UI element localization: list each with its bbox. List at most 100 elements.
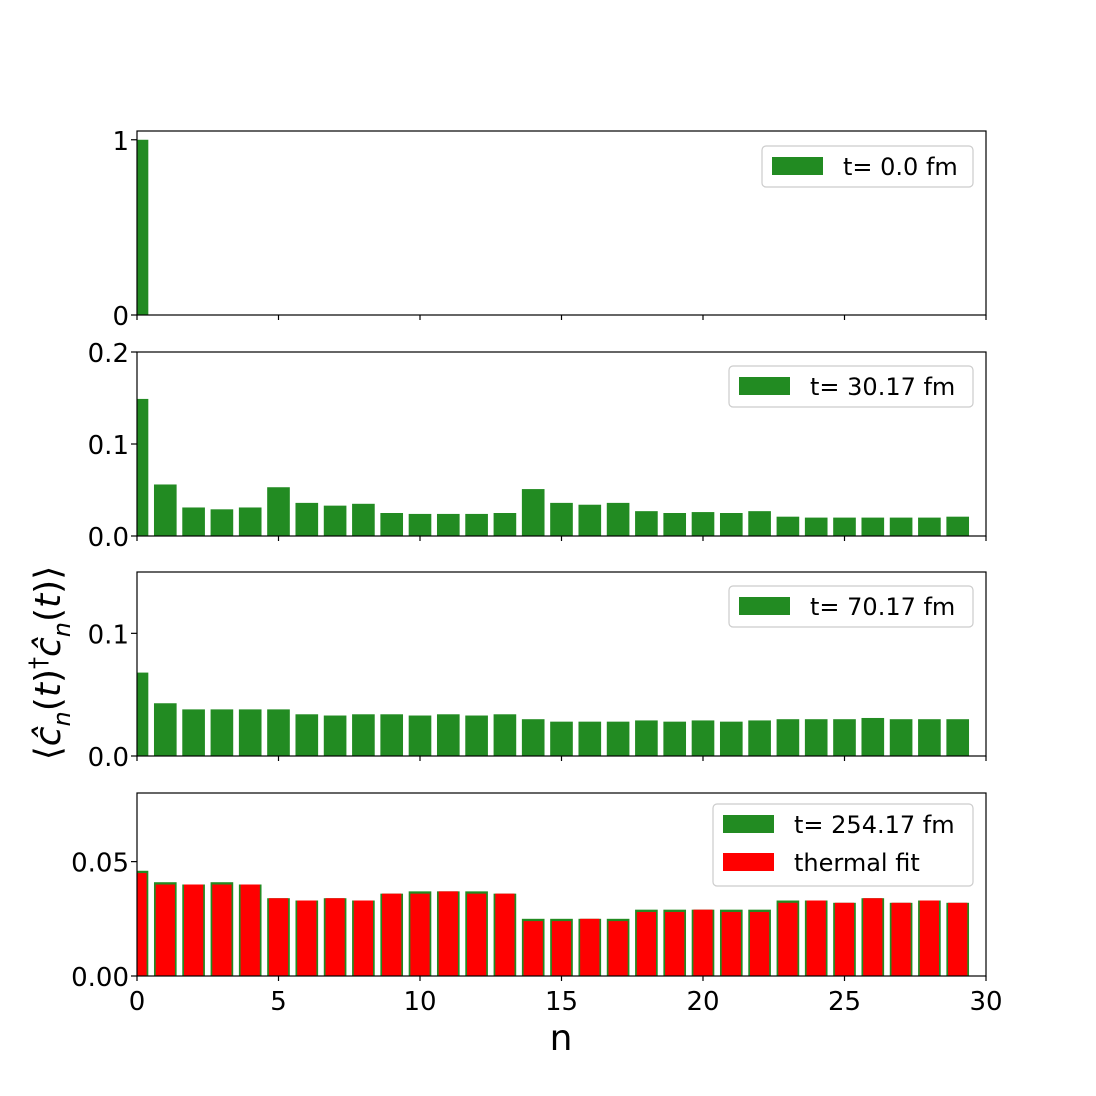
bar: [408, 513, 432, 536]
bar: [155, 884, 175, 976]
bar: [323, 715, 347, 756]
x-tick-label: 0: [129, 987, 146, 1017]
y-tick-label: 0.1: [88, 620, 129, 650]
bar: [693, 909, 713, 976]
legend: t= 30.17 fm: [728, 365, 974, 408]
bar: [804, 719, 828, 756]
bar: [210, 709, 234, 756]
legend-swatch: [739, 377, 790, 395]
x-tick-label: 10: [403, 987, 436, 1017]
y-tick-label: 0.0: [88, 743, 129, 773]
bar: [719, 513, 743, 536]
bar: [635, 720, 658, 756]
bar: [493, 714, 517, 756]
bar: [295, 502, 319, 536]
bar: [466, 893, 487, 976]
legend-label: t= 70.17 fm: [810, 593, 955, 621]
legend-swatch: [723, 853, 774, 871]
bar: [778, 902, 798, 976]
legend-label: t= 254.17 fm: [794, 811, 955, 839]
bar: [550, 721, 573, 756]
y-tick-label: 0.00: [71, 963, 129, 993]
legend-swatch: [739, 597, 790, 615]
bar: [833, 517, 856, 536]
bar: [635, 511, 658, 536]
bar: [663, 513, 687, 536]
bar: [721, 911, 741, 976]
bar: [210, 509, 234, 536]
y-tick-label: 0.2: [88, 339, 129, 369]
bar: [137, 139, 149, 315]
bar: [863, 898, 883, 976]
svg-text:⟨ĉn(t)†ĉn(t)⟩: ⟨ĉn(t)†ĉn(t)⟩: [24, 566, 76, 761]
bar: [465, 513, 488, 536]
bar: [946, 719, 970, 756]
bar: [182, 709, 205, 756]
ylabel-var-t: t: [28, 681, 69, 697]
y-tick-label: 0.1: [88, 431, 129, 461]
bar: [804, 517, 828, 536]
bar: [691, 720, 715, 756]
bar: [240, 884, 260, 976]
x-tick-label: 30: [969, 987, 1002, 1017]
legend: t= 0.0 fm: [761, 145, 974, 188]
ylabel-var-t2: t: [28, 592, 69, 608]
bar: [268, 898, 289, 976]
legend-box: [728, 585, 974, 628]
bar: [325, 898, 345, 976]
bar: [380, 714, 404, 756]
bar: [918, 719, 941, 756]
bar: [748, 511, 771, 536]
x-axis-label: n: [550, 1018, 573, 1059]
bar: [665, 911, 685, 976]
bar: [748, 720, 771, 756]
ylabel-dagger: †: [24, 657, 52, 669]
bar: [861, 717, 885, 756]
bar: [521, 489, 545, 536]
bar: [891, 902, 911, 976]
bar: [153, 484, 177, 536]
x-tick-label: 20: [686, 987, 719, 1017]
bar: [323, 505, 347, 536]
ylabel-operator-c2: ĉ: [28, 637, 69, 657]
legend-label: thermal fit: [794, 849, 920, 877]
bar: [465, 715, 488, 756]
ylabel-open-bracket: ⟨: [28, 746, 69, 760]
legend: t= 70.17 fm: [728, 585, 974, 628]
bar: [608, 921, 628, 976]
x-tick-label: 25: [828, 987, 861, 1017]
y-tick-label: 0.05: [71, 849, 129, 879]
panel-2: 0.0 0.1 0.2 t= 30.17 fm: [88, 339, 987, 553]
bar: [833, 719, 856, 756]
bar: [606, 721, 630, 756]
ylabel-paren-open: (: [28, 697, 69, 711]
bar: [719, 721, 743, 756]
bar: [495, 893, 515, 976]
y-tick-label: 0: [112, 302, 129, 332]
bar: [238, 507, 262, 536]
ylabel-paren-close: ): [28, 669, 69, 683]
bar: [606, 502, 630, 536]
panels: 0 1 t= 0.0 fm 0.0 0.1 0.2 t= 30.17 fm 0.0 0.1 t= …: [71, 127, 1002, 1017]
bar: [861, 517, 885, 536]
ylabel-paren-close2: ): [28, 580, 69, 594]
bar: [918, 517, 941, 536]
bar: [382, 893, 402, 976]
panel-3: 0.0 0.1 t= 70.17 fm: [88, 571, 987, 773]
bar: [153, 703, 177, 756]
bar: [919, 900, 940, 976]
y-tick-label: 0.0: [88, 523, 129, 553]
bar: [352, 503, 375, 536]
panel-4: 0 5 10 15 20 25 30 0.00 0.05 t= 254.17 fm thermal …: [71, 792, 1003, 1017]
ylabel-close-bracket: ⟩: [28, 566, 69, 580]
bar: [550, 502, 573, 536]
ylabel-paren-open2: (: [28, 608, 69, 622]
bar: [578, 721, 602, 756]
legend-box: [728, 365, 974, 408]
bar: [806, 900, 826, 976]
bar: [212, 884, 232, 976]
bar: [353, 900, 374, 976]
bar: [267, 487, 290, 536]
bar: [578, 504, 602, 536]
